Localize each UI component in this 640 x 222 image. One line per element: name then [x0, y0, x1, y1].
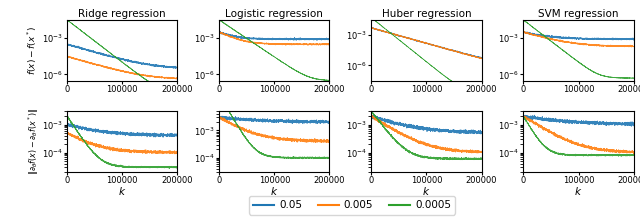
X-axis label: $k$: $k$: [574, 185, 582, 197]
Y-axis label: $\|\partial_\theta f(x) - \partial_\theta f(x^*)\|$: $\|\partial_\theta f(x) - \partial_\thet…: [26, 108, 40, 176]
Title: SVM regression: SVM regression: [538, 9, 619, 19]
X-axis label: $k$: $k$: [118, 185, 127, 197]
X-axis label: $k$: $k$: [422, 185, 431, 197]
Title: Huber regression: Huber regression: [381, 9, 471, 19]
Title: Ridge regression: Ridge regression: [79, 9, 166, 19]
Title: Logistic regression: Logistic regression: [225, 9, 323, 19]
Legend: 0.05, 0.005, 0.0005: 0.05, 0.005, 0.0005: [249, 196, 455, 215]
Y-axis label: $f(x) - f(x^*)$: $f(x) - f(x^*)$: [26, 26, 39, 75]
X-axis label: $k$: $k$: [270, 185, 278, 197]
